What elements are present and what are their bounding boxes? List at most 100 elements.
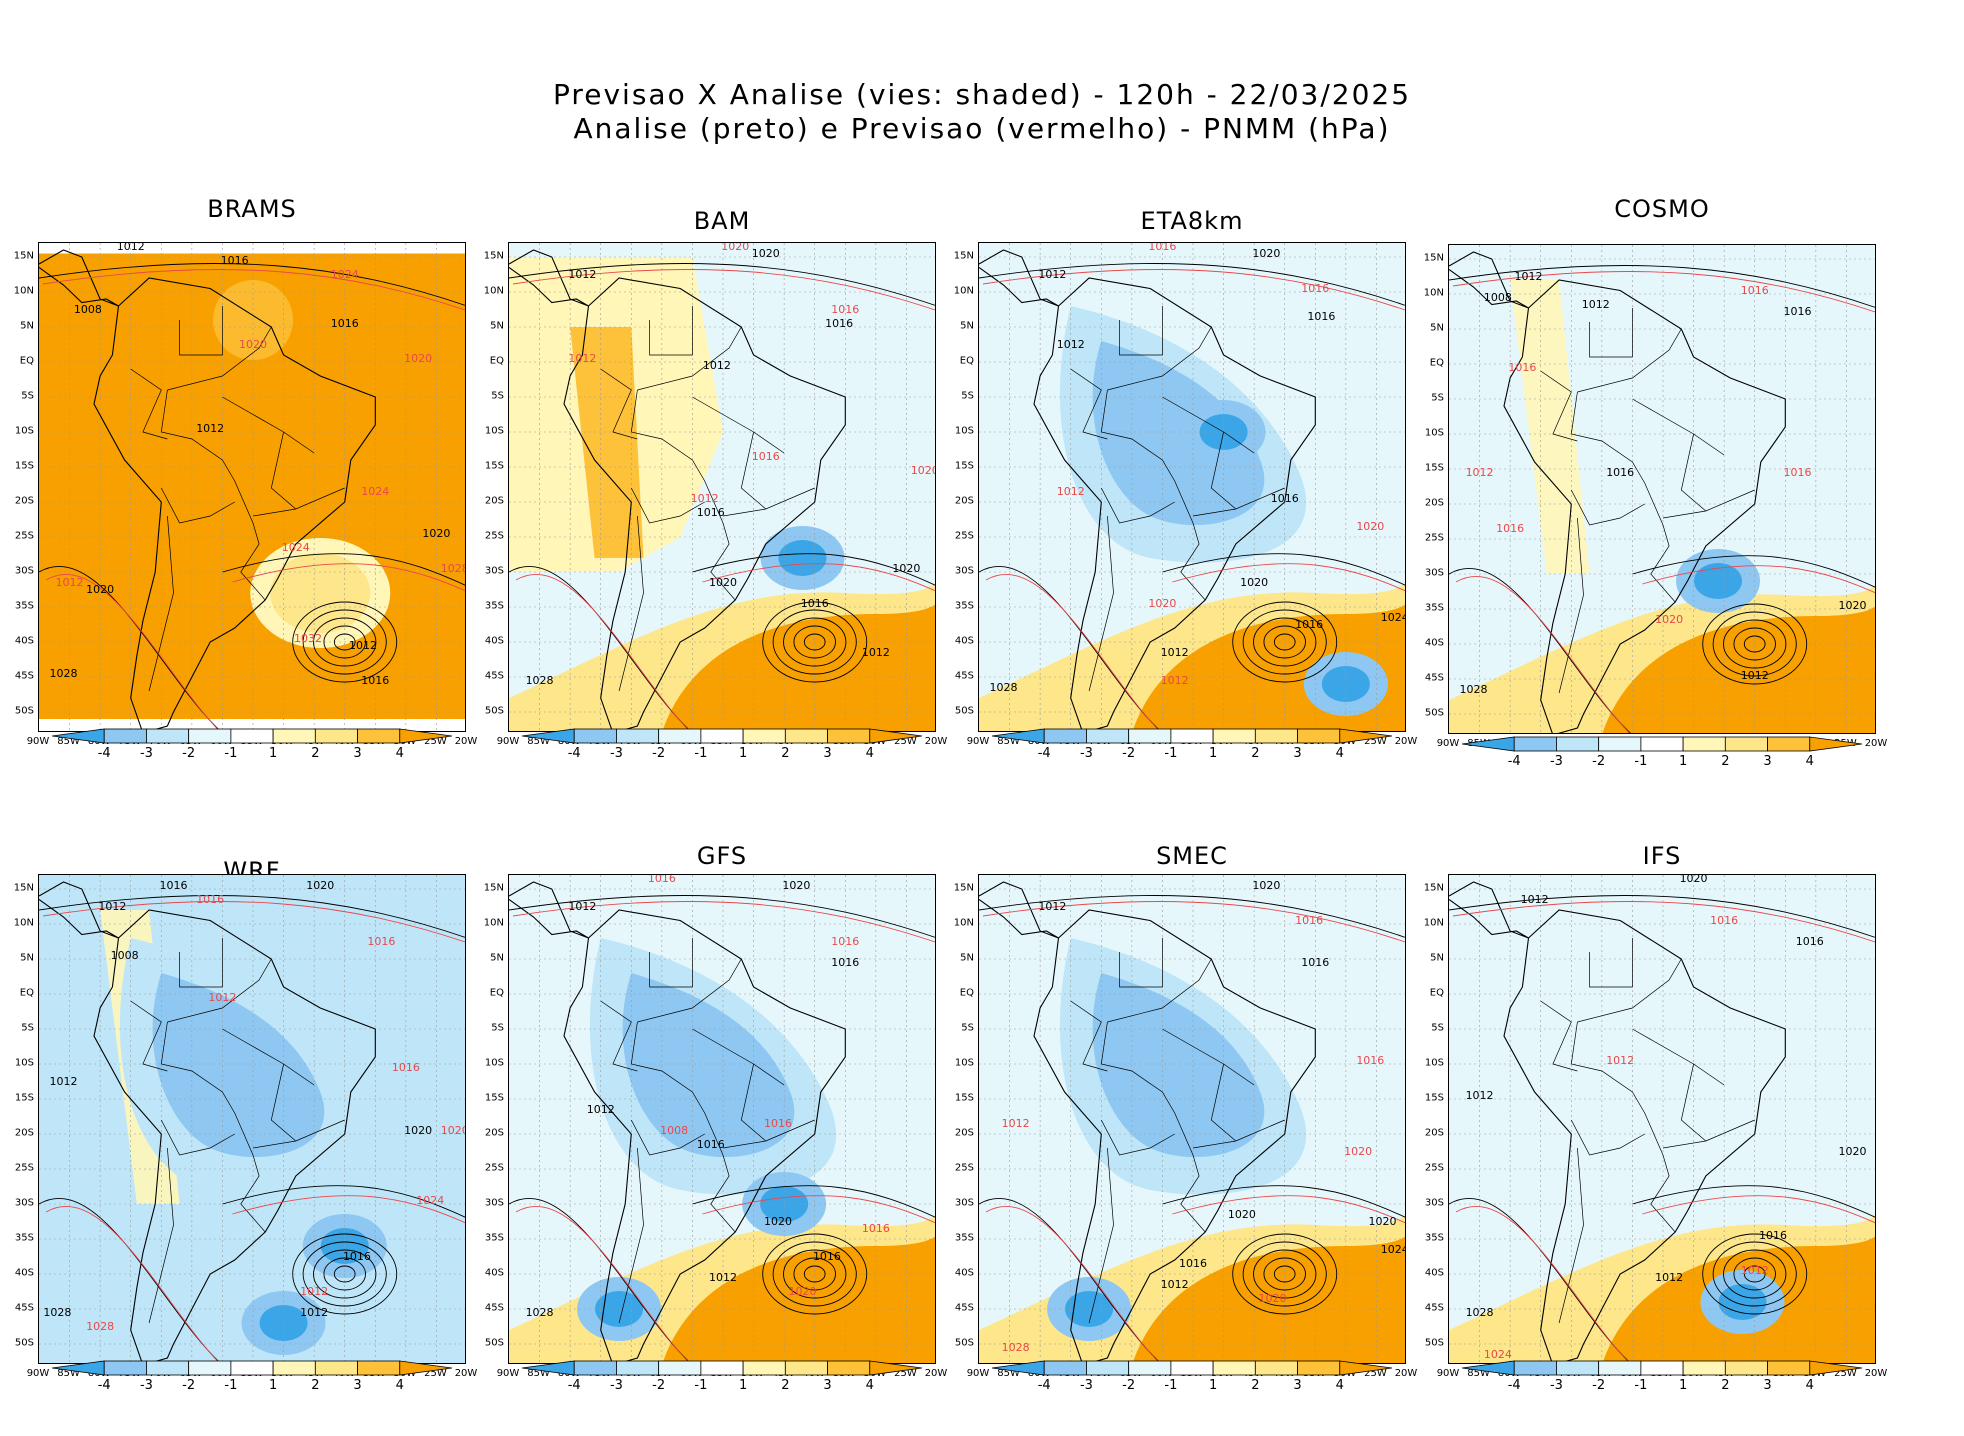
- colorbar-swatch: [1086, 1360, 1130, 1376]
- colorbar-swatch: [522, 728, 575, 744]
- latitude-tick-label: 5N: [20, 320, 34, 332]
- colorbar-swatch: [1043, 1360, 1087, 1376]
- colorbar-tick-label: -3: [139, 1378, 153, 1393]
- latitude-tick-label: 10S: [954, 1057, 974, 1069]
- latitude-tick-label: 45S: [484, 1302, 504, 1314]
- forecast-contour-label: 1016: [1741, 284, 1769, 297]
- colorbar-swatch: [1297, 1360, 1341, 1376]
- latitude-tick-label: 15N: [483, 250, 504, 262]
- analysis-contour-label: 1020: [1839, 599, 1867, 612]
- latitude-tick-label: 35S: [1424, 1232, 1444, 1244]
- latitude-tick-label: 10S: [1424, 1057, 1444, 1069]
- map-smec: 1020 1012 1016 1020 1016 1012 1024 1020 1016 1016…: [978, 874, 1406, 1364]
- colorbar-swatch: [742, 1360, 786, 1376]
- colorbar-tick-label: -2: [1122, 1378, 1136, 1393]
- latitude-tick-label: 5S: [961, 390, 974, 402]
- latitude-tick-label: 15N: [483, 882, 504, 894]
- latitude-tick-label: 15S: [954, 460, 974, 472]
- colorbar-swatch: [1170, 728, 1214, 744]
- latitude-tick-label: 20S: [14, 1127, 34, 1139]
- latitude-tick-label: 15N: [1423, 882, 1444, 894]
- latitude-tick-label: 15N: [13, 882, 34, 894]
- colorbar-tick-label: -3: [139, 746, 153, 761]
- colorbar-swatch: [1598, 736, 1642, 752]
- forecast-contour-label: 1012: [1161, 674, 1189, 687]
- colorbar-swatch: [1513, 1360, 1557, 1376]
- colorbar-swatch: [103, 728, 147, 744]
- colorbar-swatch: [314, 1360, 358, 1376]
- colorbar-tick-label: -2: [1592, 1378, 1606, 1393]
- forecast-contour-label: 1024: [416, 1194, 444, 1207]
- longitude-tick-label: 20W: [924, 1368, 948, 1379]
- colorbar-tick-label: 3: [823, 746, 832, 761]
- longitude-tick-label: 90W: [966, 736, 990, 747]
- colorbar-tick-label: -3: [609, 746, 623, 761]
- colorbar-swatch: [52, 1360, 105, 1376]
- analysis-contour-label: 1012: [1038, 268, 1066, 281]
- colorbar-tick-label: 1: [738, 1378, 748, 1393]
- latitude-tick-label: 40S: [484, 635, 504, 647]
- colorbar-cosmo: -4 -3 -2 -1 1 2 3 4: [1462, 736, 1862, 774]
- colorbar-swatch: [1297, 728, 1341, 744]
- graticule: [39, 875, 465, 1363]
- colorbar-tick-label: -4: [567, 1378, 581, 1393]
- colorbar-tick-label: 1: [1678, 754, 1688, 769]
- latitude-tick-label: 30S: [954, 565, 974, 577]
- graticule: [1449, 245, 1875, 733]
- analysis-contour-label: 1016: [1606, 466, 1634, 479]
- analysis-contour-label: 1012: [703, 359, 731, 372]
- colorbar-swatch: [1724, 736, 1768, 752]
- analysis-contour-label: 1016: [831, 956, 859, 969]
- colorbar-tick-label: 4: [395, 1378, 404, 1393]
- analysis-contour-label: 1020: [764, 1215, 792, 1228]
- bias-field-brams: 1012101610081016101210201020101210161028…: [39, 243, 465, 731]
- analysis-contour-label: 1012: [98, 900, 126, 913]
- colorbar-tick-label: -4: [1037, 746, 1051, 761]
- latitude-tick-label: 10N: [953, 917, 974, 929]
- colorbar-swatch: [992, 1360, 1045, 1376]
- isobars: [979, 263, 1405, 731]
- colorbar-swatch: [1043, 728, 1087, 744]
- latitude-axis: 15N 10N 5N EQ 5S 10S 15S 20S 25S 30S 35S 40S 45S 50S: [938, 242, 974, 732]
- isobars: [509, 895, 935, 1363]
- latitude-tick-label: 10N: [483, 917, 504, 929]
- colorbar-swatch: [616, 1360, 660, 1376]
- analysis-contour-label: 1028: [526, 1306, 554, 1319]
- colorbar-tick-label: 4: [1805, 1378, 1814, 1393]
- latitude-axis: 15N 10N 5N EQ 5S 10S 15S 20S 25S 30S 35S 40S 45S 50S: [0, 874, 34, 1364]
- colorbar-tick-label: 1: [268, 1378, 278, 1393]
- forecast-contour-label: 1024: [282, 541, 310, 554]
- analysis-contour-label: 1016: [697, 506, 725, 519]
- colorbar-tick-label: -1: [1634, 754, 1648, 769]
- longitude-tick-label: 85W: [57, 1368, 80, 1379]
- forecast-contour-label: 1024: [361, 485, 389, 498]
- colorbar-swatch: [1767, 1360, 1811, 1376]
- latitude-tick-label: 10N: [13, 917, 34, 929]
- latitude-tick-label: 50S: [954, 705, 974, 717]
- forecast-contour-label: 1016: [1301, 282, 1329, 295]
- analysis-contour-label: 1020: [422, 527, 450, 540]
- longitude-tick-label: 90W: [1436, 1368, 1460, 1379]
- latitude-tick-label: 5N: [490, 952, 504, 964]
- analysis-contour-label: 1012: [709, 1271, 737, 1284]
- forecast-contour-label: 1012: [1466, 466, 1494, 479]
- latitude-tick-label: 25S: [484, 1162, 504, 1174]
- forecast-contour-label: 1028: [1002, 1341, 1030, 1354]
- forecast-contour-label: 1012: [568, 352, 596, 365]
- longitude-tick-label: 25W: [424, 736, 447, 747]
- forecast-contour-label: 1016: [1148, 243, 1176, 253]
- longitude-tick-label: 20W: [924, 736, 948, 747]
- latitude-tick-label: EQ: [489, 355, 504, 367]
- latitude-tick-label: 15S: [954, 1092, 974, 1104]
- map-eta8km: 1020 1012 1016 1012 1016 1020 1016 1012 1028 1024…: [978, 242, 1406, 732]
- colorbar-tick-label: 3: [1293, 1378, 1302, 1393]
- colorbar-tick-label: 3: [823, 1378, 832, 1393]
- analysis-contour-label: 1016: [1784, 305, 1812, 318]
- colorbar-tick-label: -1: [1164, 1378, 1178, 1393]
- analysis-contour-label: 1020: [1252, 247, 1280, 260]
- analysis-contour-label: 1008: [111, 949, 139, 962]
- longitude-tick-label: 20W: [454, 736, 478, 747]
- colorbar-tick-label: 2: [1251, 746, 1260, 761]
- analysis-contour-label: 1020: [1680, 875, 1708, 885]
- analysis-contour-label: 1020: [1252, 879, 1280, 892]
